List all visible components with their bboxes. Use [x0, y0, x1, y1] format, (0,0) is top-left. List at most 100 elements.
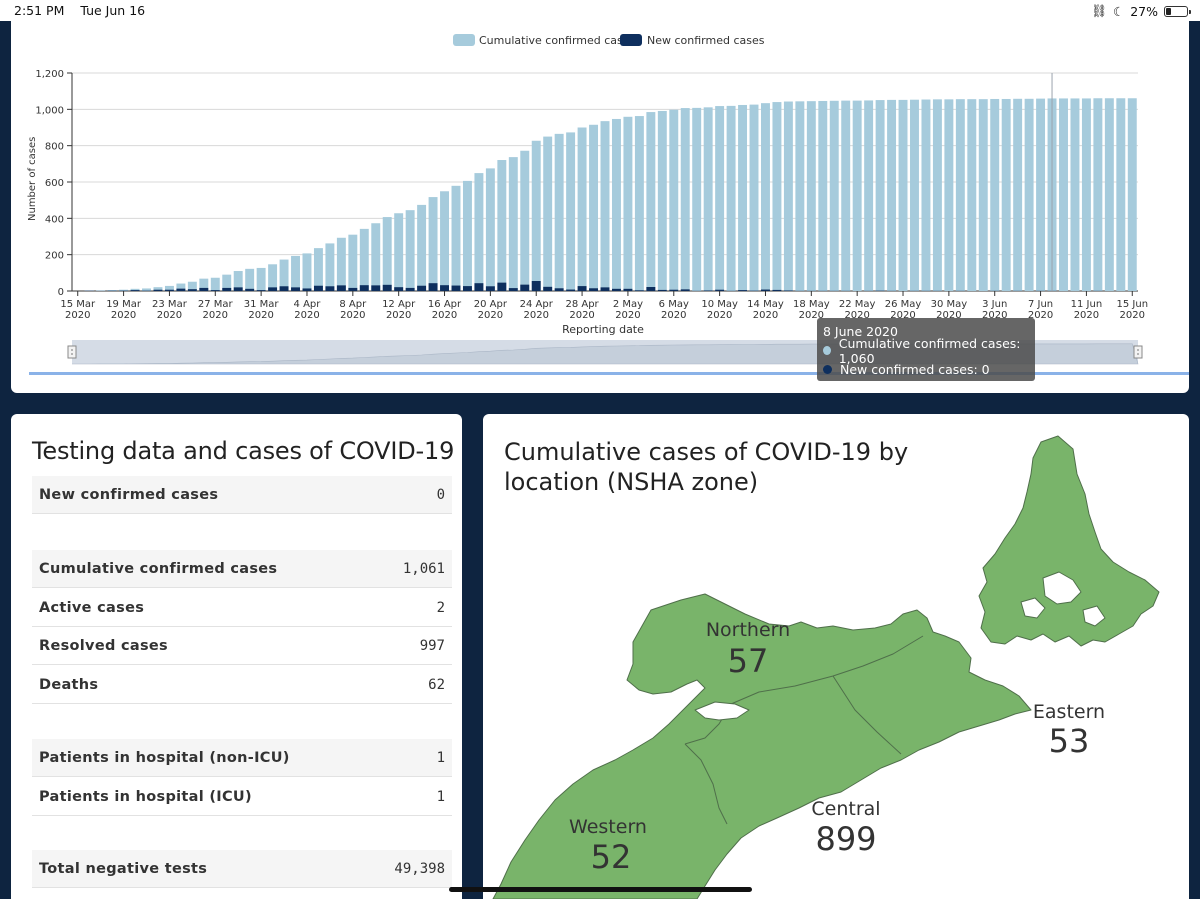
- bar-cumulative[interactable]: [119, 289, 129, 291]
- bar-new[interactable]: [222, 287, 232, 291]
- bar-cumulative[interactable]: [589, 124, 599, 292]
- bar-cumulative[interactable]: [96, 290, 106, 291]
- bar-new[interactable]: [279, 286, 289, 291]
- bar-new[interactable]: [417, 285, 427, 291]
- bar-cumulative[interactable]: [256, 267, 266, 291]
- bar-new[interactable]: [176, 288, 186, 291]
- bar-cumulative[interactable]: [932, 99, 942, 291]
- bar-cumulative[interactable]: [852, 100, 862, 291]
- chart-legend[interactable]: Cumulative confirmed cases New confirmed…: [453, 34, 765, 47]
- bar-new[interactable]: [245, 288, 255, 291]
- bar-cumulative[interactable]: [829, 100, 839, 291]
- bar-cumulative[interactable]: [1104, 98, 1114, 291]
- bar-new[interactable]: [543, 286, 553, 291]
- bar-cumulative[interactable]: [531, 140, 541, 291]
- bar-cumulative[interactable]: [669, 109, 679, 292]
- bar-cumulative[interactable]: [222, 274, 232, 291]
- bar-new[interactable]: [554, 288, 564, 291]
- bar-cumulative[interactable]: [566, 132, 576, 291]
- bar-new[interactable]: [325, 286, 335, 291]
- bar-cumulative[interactable]: [142, 288, 151, 291]
- bar-cumulative[interactable]: [864, 100, 874, 291]
- bar-cumulative[interactable]: [634, 116, 644, 292]
- bar-new[interactable]: [657, 289, 667, 291]
- bar-cumulative[interactable]: [233, 271, 243, 291]
- bar-new[interactable]: [703, 290, 713, 291]
- bar-cumulative[interactable]: [107, 290, 117, 291]
- bar-cumulative[interactable]: [440, 191, 449, 291]
- bar-new[interactable]: [256, 290, 266, 291]
- bar-cumulative[interactable]: [348, 234, 358, 291]
- bar-cumulative[interactable]: [749, 104, 759, 291]
- bar-new[interactable]: [199, 287, 209, 291]
- bar-cumulative[interactable]: [1093, 98, 1103, 291]
- chart-bars[interactable]: [84, 98, 1137, 292]
- bar-cumulative[interactable]: [692, 107, 702, 291]
- bar-cumulative[interactable]: [703, 107, 713, 292]
- bar-cumulative[interactable]: [783, 101, 793, 291]
- bar-new[interactable]: [623, 288, 633, 291]
- bar-cumulative[interactable]: [955, 99, 965, 291]
- bar-new[interactable]: [646, 287, 656, 291]
- bar-cumulative[interactable]: [359, 228, 369, 291]
- bar-new[interactable]: [130, 290, 140, 291]
- bar-new[interactable]: [634, 290, 644, 291]
- bar-cumulative[interactable]: [806, 101, 816, 292]
- bar-cumulative[interactable]: [680, 108, 690, 291]
- bar-new[interactable]: [268, 287, 278, 291]
- bar-cumulative[interactable]: [474, 173, 484, 291]
- bar-cumulative[interactable]: [291, 255, 300, 291]
- cases-chart[interactable]: Cumulative confirmed cases New confirmed…: [11, 21, 1189, 393]
- bar-cumulative[interactable]: [910, 99, 919, 291]
- bar-cumulative[interactable]: [1059, 98, 1068, 291]
- bar-cumulative[interactable]: [1001, 98, 1011, 291]
- bar-new[interactable]: [485, 286, 495, 291]
- bar-new[interactable]: [589, 288, 599, 291]
- zone-mainland[interactable]: [492, 593, 1032, 899]
- bar-cumulative[interactable]: [1013, 98, 1023, 292]
- bar-new[interactable]: [348, 287, 358, 291]
- bar-cumulative[interactable]: [623, 116, 633, 291]
- bar-cumulative[interactable]: [554, 133, 564, 291]
- bar-cumulative[interactable]: [738, 104, 748, 292]
- bar-cumulative[interactable]: [1070, 98, 1080, 291]
- bar-new[interactable]: [428, 283, 438, 291]
- bar-new[interactable]: [772, 289, 782, 291]
- bar-new[interactable]: [313, 285, 323, 291]
- bar-cumulative[interactable]: [726, 105, 736, 291]
- bar-new[interactable]: [210, 290, 220, 291]
- bar-cumulative[interactable]: [887, 99, 897, 292]
- bar-cumulative[interactable]: [187, 281, 197, 291]
- bar-cumulative[interactable]: [336, 237, 346, 291]
- bar-cumulative[interactable]: [199, 278, 209, 291]
- bar-new[interactable]: [291, 287, 300, 291]
- bar-new[interactable]: [382, 284, 392, 291]
- bar-cumulative[interactable]: [520, 150, 530, 291]
- bar-new[interactable]: [440, 285, 449, 291]
- bar-cumulative[interactable]: [841, 100, 851, 291]
- home-indicator[interactable]: [449, 887, 752, 892]
- bar-new[interactable]: [394, 287, 404, 291]
- bar-cumulative[interactable]: [176, 283, 186, 291]
- bar-cumulative[interactable]: [382, 217, 392, 291]
- bar-cumulative[interactable]: [313, 248, 323, 291]
- bar-new[interactable]: [600, 287, 610, 291]
- bar-new[interactable]: [359, 285, 369, 291]
- bar-cumulative[interactable]: [371, 223, 381, 291]
- bar-new[interactable]: [715, 289, 725, 291]
- bar-cumulative[interactable]: [279, 259, 289, 291]
- bar-new[interactable]: [462, 286, 472, 291]
- bar-cumulative[interactable]: [818, 100, 828, 291]
- bar-new[interactable]: [783, 290, 793, 291]
- bar-cumulative[interactable]: [761, 103, 770, 291]
- navigator-right-handle[interactable]: [1133, 345, 1143, 359]
- bar-cumulative[interactable]: [417, 204, 427, 291]
- bar-cumulative[interactable]: [508, 157, 518, 291]
- bar-cumulative[interactable]: [153, 287, 163, 291]
- bar-new[interactable]: [611, 288, 621, 291]
- bar-cumulative[interactable]: [646, 112, 656, 291]
- bar-new[interactable]: [508, 288, 518, 291]
- bar-cumulative[interactable]: [1024, 98, 1034, 292]
- bar-cumulative[interactable]: [1116, 98, 1126, 291]
- bar-cumulative[interactable]: [795, 101, 805, 291]
